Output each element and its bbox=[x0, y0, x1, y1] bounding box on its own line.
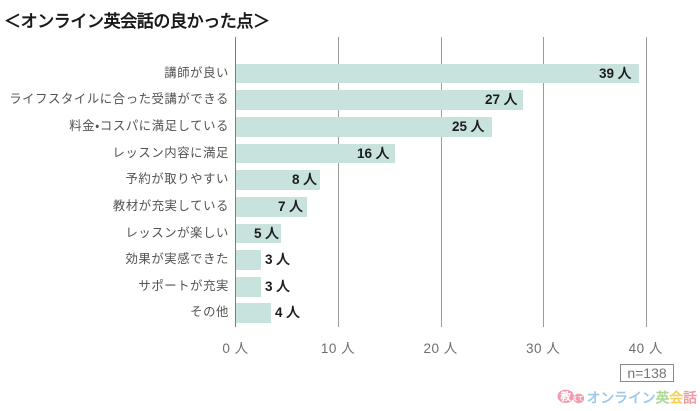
svg-text:えて!: えて! bbox=[572, 396, 585, 403]
svg-text:教: 教 bbox=[559, 390, 571, 403]
svg-text:オンライン英会話: オンライン英会話 bbox=[587, 389, 698, 405]
